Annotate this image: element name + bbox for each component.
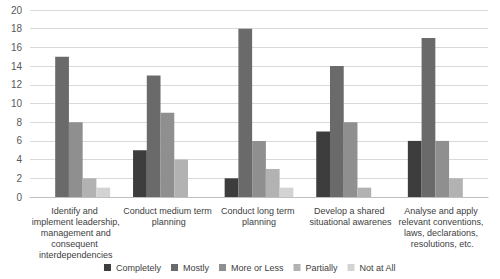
svg-text:Mostly: Mostly bbox=[183, 263, 210, 273]
svg-text:resolutions, etc.: resolutions, etc. bbox=[411, 239, 474, 249]
svg-text:20: 20 bbox=[11, 5, 23, 16]
svg-text:12: 12 bbox=[11, 79, 23, 90]
svg-text:Conduct medium term: Conduct medium term bbox=[123, 206, 212, 216]
svg-text:14: 14 bbox=[11, 61, 23, 72]
svg-text:management and: management and bbox=[38, 228, 113, 238]
svg-text:laws, declarations,: laws, declarations, bbox=[404, 228, 481, 238]
svg-text:0: 0 bbox=[16, 192, 22, 203]
svg-text:Not at All: Not at All bbox=[360, 263, 396, 273]
svg-text:Partially: Partially bbox=[306, 263, 339, 273]
svg-text:Completely: Completely bbox=[116, 263, 162, 273]
svg-text:planning: planning bbox=[242, 217, 276, 227]
svg-text:More or Less: More or Less bbox=[231, 263, 284, 273]
svg-text:relevant conventions,: relevant conventions, bbox=[398, 217, 486, 227]
svg-text:8: 8 bbox=[16, 117, 22, 128]
svg-text:2: 2 bbox=[16, 173, 22, 184]
svg-text:18: 18 bbox=[11, 23, 23, 34]
svg-text:interdependencies: interdependencies bbox=[39, 250, 113, 260]
svg-text:Develop a shared: Develop a shared bbox=[314, 206, 387, 216]
svg-text:4: 4 bbox=[16, 154, 22, 165]
svg-text:Analyse and apply: Analyse and apply bbox=[404, 206, 480, 216]
svg-text:situational awarenes: situational awarenes bbox=[310, 217, 393, 227]
svg-text:16: 16 bbox=[11, 42, 23, 53]
svg-text:6: 6 bbox=[16, 135, 22, 146]
svg-text:10: 10 bbox=[11, 98, 23, 109]
svg-text:consequent: consequent bbox=[51, 239, 100, 249]
svg-text:planning: planning bbox=[149, 217, 186, 227]
svg-text:Identify and: Identify and bbox=[51, 206, 100, 216]
svg-text:Conduct long term: Conduct long term bbox=[221, 206, 297, 216]
svg-text:implement leadership,: implement leadership, bbox=[32, 217, 120, 227]
